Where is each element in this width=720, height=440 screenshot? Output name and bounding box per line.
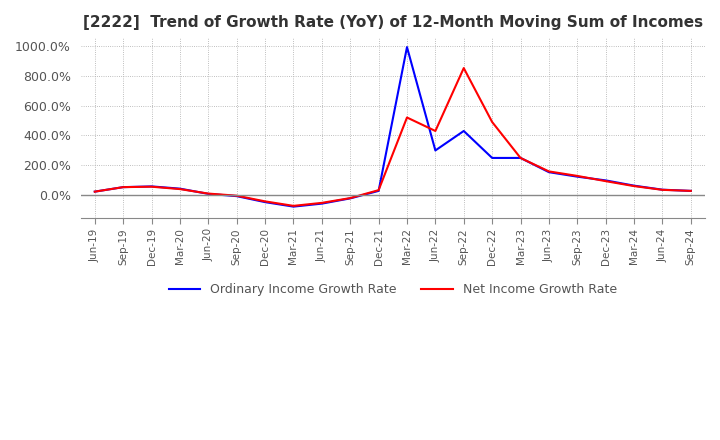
- Net Income Growth Rate: [119, 184, 127, 190]
- Ordinary Income Growth Rate: [233, 194, 241, 199]
- Net Income Growth Rate: [346, 195, 354, 201]
- Net Income Growth Rate: [204, 191, 212, 196]
- Net Income Growth Rate: [176, 187, 184, 192]
- Net Income Growth Rate: [516, 155, 525, 161]
- Ordinary Income Growth Rate: [601, 178, 610, 183]
- Net Income Growth Rate: [233, 193, 241, 198]
- Net Income Growth Rate: [459, 66, 468, 71]
- Net Income Growth Rate: [261, 199, 269, 204]
- Ordinary Income Growth Rate: [516, 155, 525, 161]
- Ordinary Income Growth Rate: [91, 189, 99, 194]
- Ordinary Income Growth Rate: [119, 184, 127, 190]
- Ordinary Income Growth Rate: [374, 188, 383, 194]
- Ordinary Income Growth Rate: [289, 204, 298, 209]
- Ordinary Income Growth Rate: [261, 199, 269, 205]
- Ordinary Income Growth Rate: [147, 184, 156, 189]
- Ordinary Income Growth Rate: [658, 187, 667, 192]
- Net Income Growth Rate: [91, 189, 99, 194]
- Ordinary Income Growth Rate: [630, 183, 639, 188]
- Net Income Growth Rate: [488, 119, 497, 125]
- Net Income Growth Rate: [289, 203, 298, 209]
- Ordinary Income Growth Rate: [431, 148, 440, 153]
- Net Income Growth Rate: [374, 187, 383, 193]
- Ordinary Income Growth Rate: [346, 196, 354, 201]
- Net Income Growth Rate: [601, 179, 610, 184]
- Ordinary Income Growth Rate: [402, 44, 411, 50]
- Net Income Growth Rate: [402, 115, 411, 120]
- Line: Net Income Growth Rate: Net Income Growth Rate: [95, 68, 690, 206]
- Ordinary Income Growth Rate: [459, 128, 468, 134]
- Net Income Growth Rate: [630, 183, 639, 189]
- Title: [2222]  Trend of Growth Rate (YoY) of 12-Month Moving Sum of Incomes: [2222] Trend of Growth Rate (YoY) of 12-…: [83, 15, 703, 30]
- Ordinary Income Growth Rate: [488, 155, 497, 161]
- Line: Ordinary Income Growth Rate: Ordinary Income Growth Rate: [95, 47, 690, 207]
- Net Income Growth Rate: [573, 173, 582, 179]
- Net Income Growth Rate: [147, 184, 156, 189]
- Ordinary Income Growth Rate: [204, 191, 212, 197]
- Legend: Ordinary Income Growth Rate, Net Income Growth Rate: Ordinary Income Growth Rate, Net Income …: [163, 279, 622, 301]
- Ordinary Income Growth Rate: [686, 188, 695, 194]
- Net Income Growth Rate: [658, 187, 667, 192]
- Net Income Growth Rate: [686, 188, 695, 194]
- Net Income Growth Rate: [318, 200, 326, 205]
- Net Income Growth Rate: [544, 169, 553, 174]
- Ordinary Income Growth Rate: [176, 186, 184, 191]
- Net Income Growth Rate: [431, 128, 440, 134]
- Ordinary Income Growth Rate: [318, 201, 326, 206]
- Ordinary Income Growth Rate: [544, 169, 553, 175]
- Ordinary Income Growth Rate: [573, 174, 582, 179]
